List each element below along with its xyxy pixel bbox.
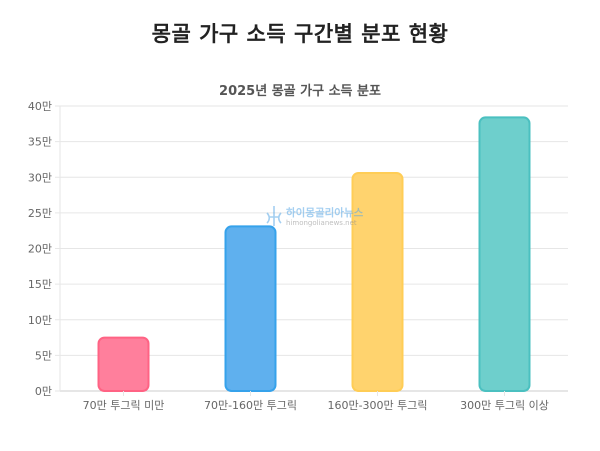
bar — [478, 116, 531, 393]
y-tick-label: 40만 — [28, 100, 52, 113]
x-tick-label: 160만-300만 투그릭 — [327, 399, 427, 412]
page-title: 몽골 가구 소득 구간별 분포 현황 — [151, 22, 449, 46]
bars — [97, 116, 531, 393]
watermark-text: 하이몽골리아뉴스 — [286, 207, 364, 219]
y-tick-label: 0만 — [35, 385, 52, 398]
bar — [224, 225, 277, 392]
y-axis-ticks: 0만 5만 10만 15만 20만 25만 30만 35만 40만 — [28, 100, 52, 398]
watermark: 하이몽골리아뉴스 himongolianews.net — [262, 203, 372, 233]
y-tick-label: 35만 — [28, 136, 52, 149]
watermark-url: himongolianews.net — [286, 219, 357, 227]
y-tick-label: 15만 — [28, 278, 52, 291]
y-tick-label: 10만 — [28, 314, 52, 327]
y-tick-label: 5만 — [35, 349, 52, 362]
x-tick-label: 300만 투그릭 이상 — [460, 399, 549, 412]
x-tick-label: 70만-160만 투그릭 — [204, 399, 297, 412]
y-tick-label: 25만 — [28, 207, 52, 220]
bar — [97, 336, 150, 392]
y-tick-label: 30만 — [28, 171, 52, 184]
y-tick-label: 20만 — [28, 243, 52, 256]
x-axis-ticks: 70만 투그릭 미만 70만-160만 투그릭 160만-300만 투그릭 300만 … — [83, 391, 549, 412]
watermark-logo-icon — [266, 206, 282, 226]
bar-chart: 0만 5만 10만 15만 20만 25만 30만 35만 40만 70만 투그릭 미만 70만-… — [28, 100, 568, 412]
chart-container: 2025년 몽골 가구 소득 분포 0만 5만 10만 15만 20만 25만 30만 35만… — [0, 70, 600, 447]
chart-title: 2025년 몽골 가구 소득 분포 — [219, 84, 381, 99]
x-tick-label: 70만 투그릭 미만 — [83, 399, 165, 412]
